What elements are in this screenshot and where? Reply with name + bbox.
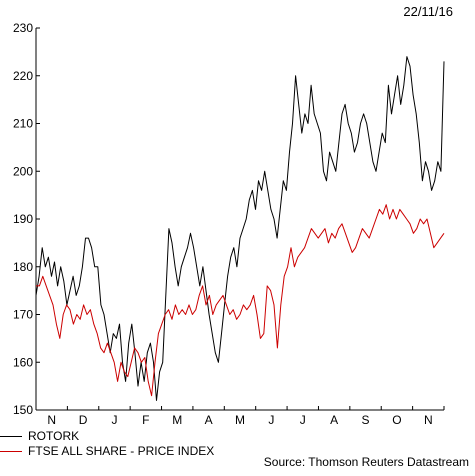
y-tick-label: 210: [13, 117, 33, 131]
x-tick-label: M: [235, 413, 245, 427]
x-tick-label: A: [330, 413, 338, 427]
legend-label-ftse: FTSE ALL SHARE - PRICE INDEX: [28, 444, 215, 458]
y-tick-label: 170: [13, 308, 33, 322]
legend-swatch-ftse: [0, 450, 22, 452]
y-tick-label: 180: [13, 260, 33, 274]
y-tick-label: 190: [13, 212, 33, 226]
y-tick-label: 150: [13, 403, 33, 417]
y-axis: 150 160 170 180 190 200 210 220 230: [13, 21, 40, 417]
series-layer: [35, 56, 445, 401]
x-tick-label: J: [111, 413, 117, 427]
x-tick-label: S: [362, 413, 370, 427]
legend-item-ftse: FTSE ALL SHARE - PRICE INDEX: [0, 444, 214, 458]
x-tick-label: F: [142, 413, 149, 427]
y-tick-label: 160: [13, 355, 33, 369]
x-tick-label: M: [172, 413, 182, 427]
legend-label-rotork: ROTORK: [28, 429, 80, 443]
x-tick-label: N: [424, 413, 433, 427]
x-tick-label: A: [205, 413, 213, 427]
y-tick-label: 220: [13, 69, 33, 83]
series-line-1: [36, 204, 445, 397]
x-tick-label: J: [268, 413, 274, 427]
x-tick-label: J: [300, 413, 306, 427]
x-tick-label: D: [79, 413, 88, 427]
x-tick-label: O: [392, 413, 401, 427]
series-line-0: [35, 56, 445, 401]
y-tick-label: 200: [13, 164, 33, 178]
chart-date: 22/11/16: [403, 4, 453, 19]
chart-source: Source: Thomson Reuters Datastream: [263, 455, 469, 469]
legend-item-rotork: ROTORK: [0, 429, 79, 443]
y-tick-label: 230: [13, 21, 33, 35]
x-tick-label: N: [47, 413, 56, 427]
legend-swatch-rotork: [0, 435, 22, 437]
